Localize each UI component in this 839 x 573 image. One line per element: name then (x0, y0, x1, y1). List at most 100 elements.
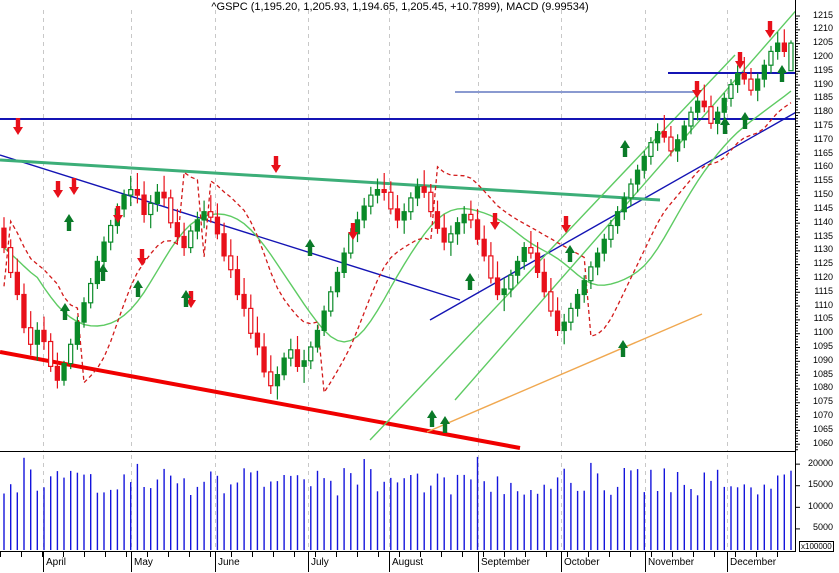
descending-red-support[interactable] (0, 350, 521, 450)
candle[interactable] (47, 333, 54, 372)
candle[interactable] (494, 261, 501, 301)
volume-bars[interactable] (3, 456, 792, 550)
candle[interactable] (568, 302, 574, 331)
candle[interactable] (14, 258, 21, 301)
candle[interactable] (254, 316, 261, 356)
candle[interactable] (268, 355, 274, 394)
candle[interactable] (748, 68, 754, 96)
candle[interactable] (181, 222, 187, 256)
candle[interactable] (121, 189, 127, 218)
buy-signal-arrow-icon[interactable] (565, 245, 575, 262)
candle[interactable] (761, 59, 767, 88)
candle[interactable] (328, 286, 334, 317)
sell-signal-arrow-icon[interactable] (490, 213, 500, 230)
candle[interactable] (508, 269, 514, 298)
candlestick-series[interactable] (1, 29, 794, 400)
descending-blue-resistance[interactable] (0, 154, 461, 301)
sell-signal-arrow-icon[interactable] (186, 291, 196, 308)
candle[interactable] (188, 225, 194, 254)
candle[interactable] (28, 311, 34, 356)
candle[interactable] (301, 349, 307, 383)
buy-signal-arrow-icon[interactable] (618, 340, 628, 357)
candle[interactable] (354, 211, 361, 243)
signal-arrow-layer[interactable] (13, 21, 787, 433)
candle[interactable] (788, 40, 794, 72)
candle[interactable] (241, 278, 247, 317)
candle[interactable] (594, 247, 601, 276)
candle[interactable] (41, 316, 47, 350)
buy-signal-arrow-icon[interactable] (720, 117, 730, 134)
candle[interactable] (441, 214, 447, 251)
candle[interactable] (221, 222, 227, 262)
candle[interactable] (681, 120, 687, 149)
candle[interactable] (208, 195, 214, 223)
candle[interactable] (414, 178, 421, 207)
buy-signal-arrow-icon[interactable] (620, 140, 630, 157)
candle[interactable] (541, 258, 547, 298)
candle[interactable] (394, 195, 401, 229)
candle[interactable] (528, 231, 534, 259)
candle[interactable] (481, 225, 487, 262)
sell-signal-arrow-icon[interactable] (137, 249, 147, 266)
candle[interactable] (641, 150, 647, 179)
candle[interactable] (321, 305, 327, 336)
candle[interactable] (628, 178, 634, 207)
candle[interactable] (74, 316, 81, 350)
candle[interactable] (408, 192, 414, 220)
sell-signal-arrow-icon[interactable] (692, 81, 702, 98)
candle[interactable] (574, 289, 581, 317)
candle[interactable] (8, 239, 14, 278)
candle[interactable] (434, 200, 441, 234)
price-chart-pane[interactable] (0, 10, 795, 452)
candle[interactable] (128, 175, 134, 207)
candle[interactable] (474, 208, 481, 245)
candle[interactable] (588, 261, 594, 289)
candle[interactable] (274, 366, 281, 400)
candle[interactable] (668, 126, 674, 157)
volume-chart-pane[interactable] (0, 455, 795, 550)
candle[interactable] (314, 324, 321, 353)
buy-signal-arrow-icon[interactable] (427, 410, 437, 427)
candle[interactable] (1, 217, 7, 254)
candle[interactable] (148, 195, 154, 229)
candle[interactable] (374, 178, 381, 204)
candle[interactable] (468, 200, 474, 229)
candle[interactable] (448, 225, 454, 256)
candle[interactable] (428, 184, 434, 218)
candle[interactable] (334, 266, 341, 298)
candle[interactable] (168, 189, 174, 229)
candle[interactable] (608, 219, 614, 248)
candle[interactable] (107, 219, 114, 251)
buy-signal-arrow-icon[interactable] (777, 65, 787, 82)
candle[interactable] (228, 239, 234, 278)
candle[interactable] (61, 360, 67, 386)
candle[interactable] (708, 95, 714, 129)
sell-signal-arrow-icon[interactable] (765, 21, 775, 38)
candle[interactable] (54, 352, 60, 389)
candle[interactable] (234, 255, 241, 301)
candle[interactable] (381, 173, 387, 201)
sell-signal-arrow-icon[interactable] (735, 52, 745, 69)
candle[interactable] (201, 200, 207, 229)
candle[interactable] (521, 242, 527, 270)
sell-signal-arrow-icon[interactable] (53, 181, 63, 198)
candle[interactable] (674, 134, 681, 162)
candle[interactable] (721, 92, 727, 121)
candle[interactable] (734, 65, 741, 93)
candle[interactable] (768, 45, 774, 74)
candle[interactable] (714, 106, 721, 135)
candle[interactable] (294, 336, 301, 372)
candle[interactable] (488, 242, 494, 284)
candle[interactable] (501, 278, 507, 312)
candle[interactable] (281, 352, 287, 381)
candle[interactable] (728, 79, 734, 107)
trendline-layer[interactable] (0, 10, 795, 450)
candle[interactable] (341, 247, 347, 278)
ascending-green-channel-upper[interactable] (454, 10, 795, 401)
buy-signal-arrow-icon[interactable] (440, 416, 450, 433)
candle[interactable] (214, 203, 221, 240)
candle[interactable] (288, 338, 294, 367)
sell-signal-arrow-icon[interactable] (113, 206, 123, 223)
ascending-orange-support[interactable] (426, 313, 703, 433)
candle[interactable] (401, 203, 407, 234)
